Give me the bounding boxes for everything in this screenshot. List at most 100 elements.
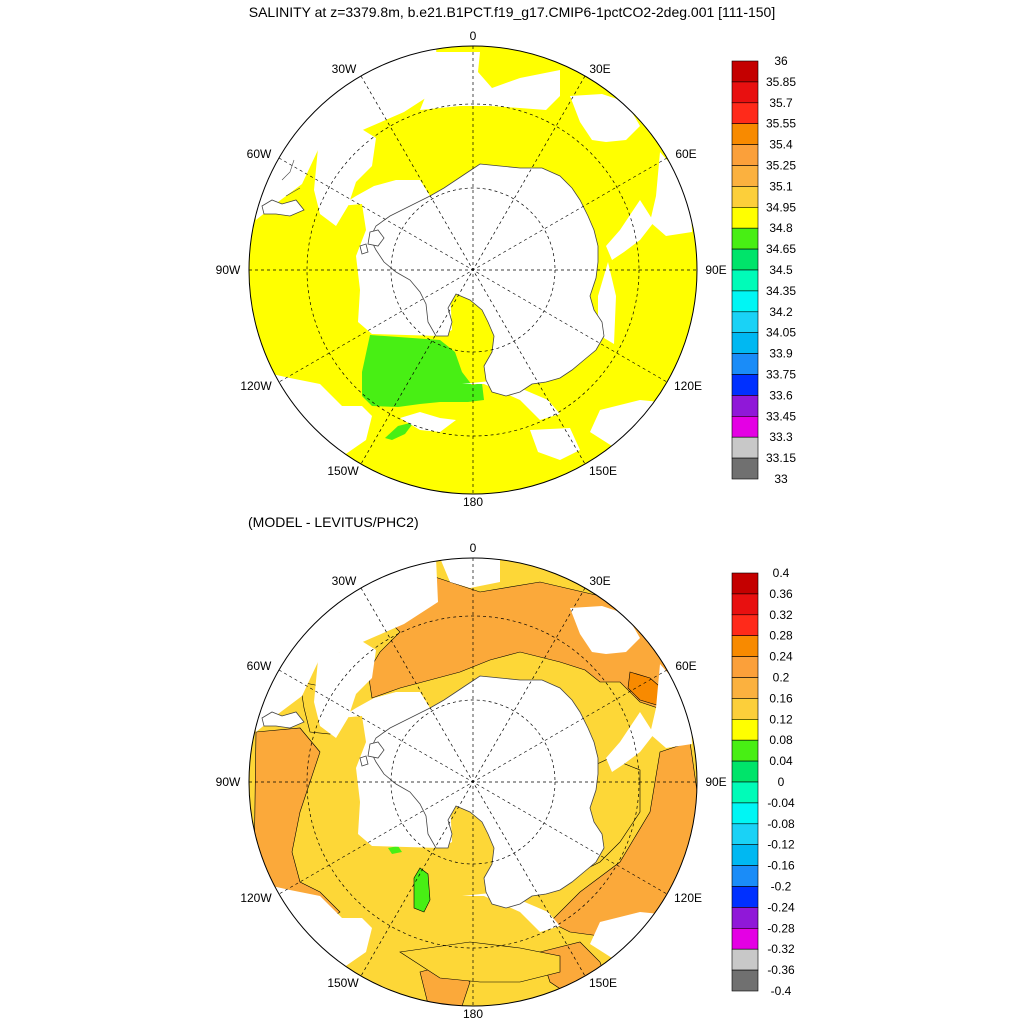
colorbar-swatch: [731, 802, 759, 825]
anomaly-colorbar: 0.4 0.36 0.32 0.28 0.24 0.2 0.16 0.12 0.08 0.04 0 -…: [731, 566, 795, 998]
colorbar-tick-label: 0.28: [769, 629, 793, 643]
colorbar-swatch: [731, 248, 759, 271]
salinity-map-panel: 0 30E 60E 90E 120E 150E 180 150W 120W 90…: [216, 29, 797, 509]
lon-label-90w: 90W: [216, 263, 241, 277]
lon-label-120e: 120E: [674, 379, 702, 393]
colorbar-tick-label: 34.35: [766, 284, 796, 298]
coastline-fragment: [281, 159, 301, 197]
colorbar-swatch: [731, 698, 759, 720]
colorbar-swatch: [731, 102, 759, 125]
colorbar-swatch: [731, 656, 759, 678]
lon-label-120w: 120W: [240, 379, 272, 393]
colorbar-swatch: [731, 436, 759, 459]
colorbar-tick-label: 34.8: [769, 221, 793, 235]
colorbar-tick-label: 0.2: [773, 671, 790, 685]
colorbar-swatch: [731, 353, 759, 375]
lon-label-30w: 30W: [332, 574, 357, 588]
colorbar-tick-label: 33.3: [769, 430, 793, 444]
colorbar-tick-label: 0.36: [769, 587, 793, 601]
colorbar-tick-label: -0.32: [767, 942, 795, 956]
lon-label-180: 180: [463, 495, 483, 509]
south-america-tip: [261, 199, 305, 217]
colorbar-tick-label: -0.24: [767, 900, 795, 914]
lon-label-60w: 60W: [247, 659, 272, 673]
colorbar-tick-label: -0.16: [767, 859, 795, 873]
colorbar-swatch: [731, 614, 759, 637]
colorbar-swatch: [731, 865, 759, 887]
colorbar-swatch: [731, 760, 759, 783]
colorbar-swatch: [731, 269, 759, 292]
difference-map-panel: 0 30E 60E 90E 120E 150E 180 150W 120W 90…: [216, 541, 795, 1021]
south-america-tip-anomaly: [261, 711, 305, 729]
colorbar-swatch: [731, 144, 759, 166]
colorbar-swatch: [731, 457, 759, 480]
colorbar-swatch: [731, 572, 759, 595]
lon-label-30e: 30E: [589, 574, 610, 588]
colorbar-swatch: [731, 948, 759, 971]
lon-label-150w: 150W: [327, 976, 359, 990]
lon-label-0: 0: [470, 541, 477, 555]
colorbar-swatch: [731, 227, 759, 250]
colorbar-tick-label: -0.28: [767, 921, 795, 935]
lon-label-90w: 90W: [216, 775, 241, 789]
colorbar-tick-label: 33.9: [769, 347, 793, 361]
colorbar-tick-label: 0.4: [773, 566, 790, 580]
colorbar-tick-label: 0.24: [769, 650, 793, 664]
colorbar-swatch: [731, 290, 759, 313]
colorbar-swatch: [731, 332, 759, 354]
lon-label-150e: 150E: [589, 464, 617, 478]
lon-label-60e: 60E: [675, 659, 696, 673]
colorbar-tick-label: 35.25: [766, 159, 796, 173]
colorbar-swatch: [731, 886, 759, 908]
colorbar-tick-label: 33.45: [766, 409, 796, 423]
colorbar-swatch: [731, 123, 759, 145]
low-salinity-patch-small: [385, 422, 414, 440]
colorbar-swatch: [731, 823, 759, 845]
colorbar-tick-label: 33.15: [766, 451, 796, 465]
page-title: SALINITY at z=3379.8m, b.e21.B1PCT.f19_g…: [248, 4, 776, 20]
lon-label-150e: 150E: [589, 976, 617, 990]
colorbar-tick-label: 33: [774, 472, 788, 486]
colorbar-tick-label: -0.08: [767, 817, 795, 831]
map-boundary-anomaly: [248, 557, 698, 1007]
colorbar-tick-label: 35.4: [769, 138, 793, 152]
lon-label-90e: 90E: [705, 775, 726, 789]
peninsula-islands-anomaly: [359, 741, 385, 767]
colorbar-swatch: [731, 415, 759, 438]
lon-label-90e: 90E: [705, 263, 726, 277]
colorbar-swatch: [731, 60, 759, 83]
colorbar-swatch: [731, 81, 759, 104]
colorbar-tick-label: 36: [774, 54, 788, 68]
lon-label-60e: 60E: [675, 147, 696, 161]
colorbar-tick-label: 35.1: [769, 179, 793, 193]
colorbar-swatch: [731, 719, 759, 741]
colorbar-tick-label: -0.2: [771, 880, 792, 894]
colorbar-tick-label: -0.04: [767, 796, 795, 810]
colorbar-tick-label: -0.4: [771, 984, 792, 998]
lon-label-30e: 30E: [589, 62, 610, 76]
colorbar-tick-label: 0.32: [769, 608, 793, 622]
colorbar-tick-label: 35.55: [766, 117, 796, 131]
colorbar-swatch: [731, 739, 759, 762]
colorbar-tick-label: 0.08: [769, 733, 793, 747]
colorbar-swatch: [731, 781, 759, 804]
anomaly-green-patch: [413, 867, 431, 913]
longitude-labels-anomaly: 0 30E 60E 90E 120E 150E 180 150W 120W 90…: [216, 541, 727, 1021]
graticule-anomaly: [249, 558, 697, 1006]
colorbar-swatch: [731, 395, 759, 417]
colorbar-swatch: [731, 593, 759, 616]
colorbar-tick-label: 33.6: [769, 388, 793, 402]
colorbar-tick-label: 0.16: [769, 691, 793, 705]
colorbar-tick-label: 34.65: [766, 242, 796, 256]
colorbar-tick-label: 0.12: [769, 712, 793, 726]
colorbar-swatch: [731, 844, 759, 866]
colorbar-tick-label: 35.85: [766, 75, 796, 89]
lon-label-120e: 120E: [674, 891, 702, 905]
longitude-labels: 0 30E 60E 90E 120E 150E 180 150W 120W 90…: [216, 29, 727, 509]
colorbar-swatch: [731, 186, 759, 208]
colorbar-tick-label: 34.05: [766, 326, 796, 340]
colorbar-swatch: [731, 207, 759, 229]
colorbar-swatch: [731, 927, 759, 950]
colorbar-tick-label: 34.5: [769, 263, 793, 277]
colorbar-swatch: [731, 677, 759, 699]
